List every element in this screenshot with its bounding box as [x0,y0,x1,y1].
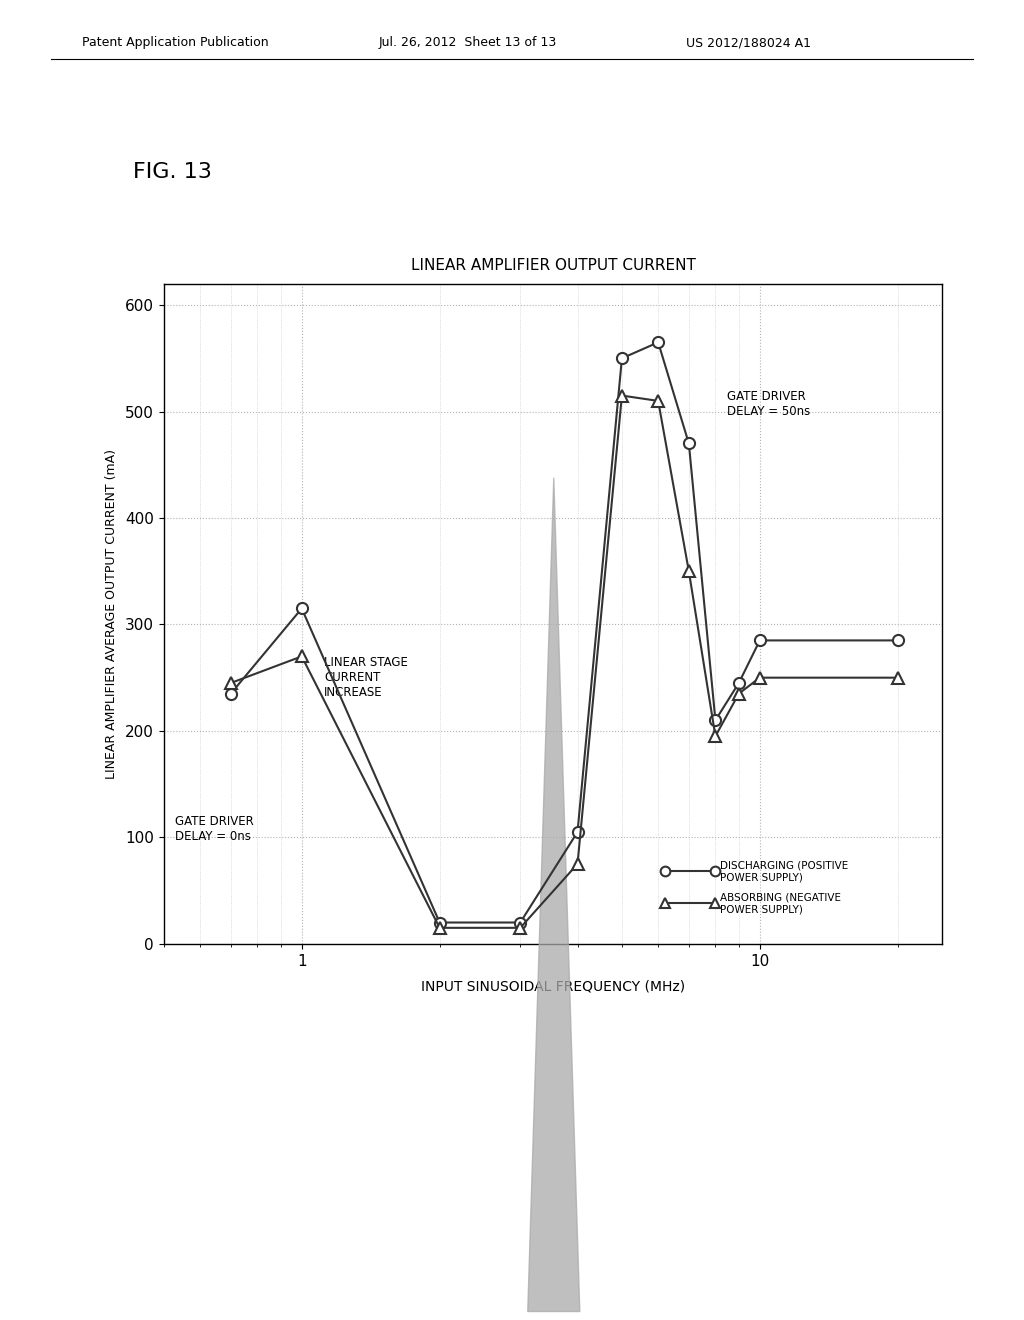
Text: ABSORBING (NEGATIVE
POWER SUPPLY): ABSORBING (NEGATIVE POWER SUPPLY) [720,892,842,915]
Text: Jul. 26, 2012  Sheet 13 of 13: Jul. 26, 2012 Sheet 13 of 13 [379,36,557,49]
Text: LINEAR STAGE
CURRENT
INCREASE: LINEAR STAGE CURRENT INCREASE [325,656,409,700]
Text: US 2012/188024 A1: US 2012/188024 A1 [686,36,811,49]
X-axis label: INPUT SINUSOIDAL FREQUENCY (MHz): INPUT SINUSOIDAL FREQUENCY (MHz) [421,979,685,994]
Text: GATE DRIVER
DELAY = 50ns: GATE DRIVER DELAY = 50ns [727,391,811,418]
Text: GATE DRIVER
DELAY = 0ns: GATE DRIVER DELAY = 0ns [175,814,254,843]
Title: LINEAR AMPLIFIER OUTPUT CURRENT: LINEAR AMPLIFIER OUTPUT CURRENT [411,257,695,273]
Text: DISCHARGING (POSITIVE
POWER SUPPLY): DISCHARGING (POSITIVE POWER SUPPLY) [720,861,849,882]
Text: FIG. 13: FIG. 13 [133,162,212,182]
Y-axis label: LINEAR AMPLIFIER AVERAGE OUTPUT CURRENT (mA): LINEAR AMPLIFIER AVERAGE OUTPUT CURRENT … [105,449,118,779]
Text: Patent Application Publication: Patent Application Publication [82,36,268,49]
